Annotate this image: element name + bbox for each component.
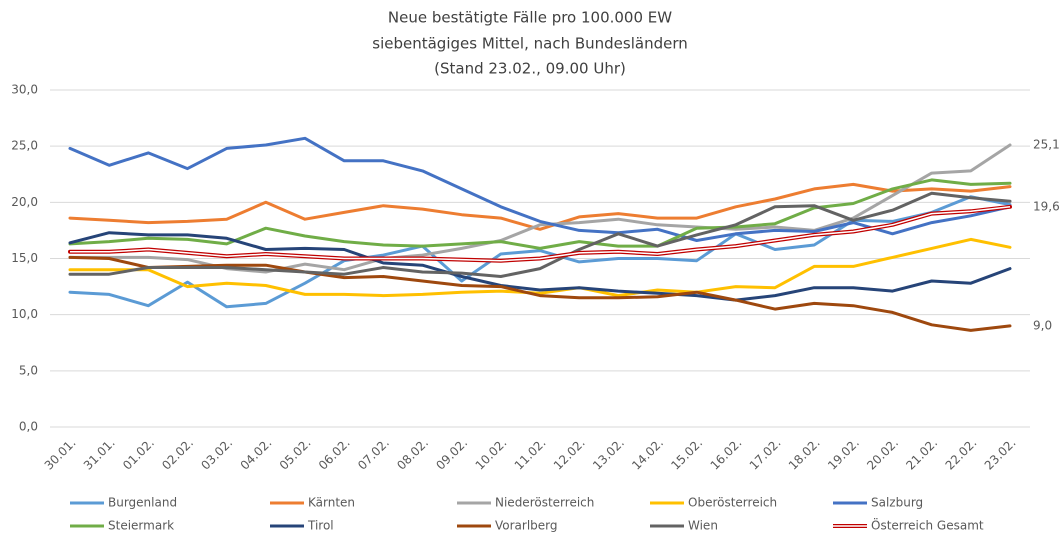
series-line [68,231,1012,302]
x-tick-label: 03.02. [198,436,235,473]
x-tick-label: 04.02. [238,436,275,473]
x-tick-label: 10.02. [473,436,510,473]
x-tick-label: 30.01. [42,436,79,473]
legend-label: Österreich Gesamt [871,517,984,533]
x-tick-label: 07.02. [355,436,392,473]
value-label: 19,6 [1033,199,1060,213]
x-tick-label: 11.02. [512,436,549,473]
series-line [68,182,1012,231]
x-tick-label: 13.02. [590,436,627,473]
x-tick-label: 18.02. [786,436,823,473]
y-tick-label: 5,0 [19,363,38,377]
x-tick-label: 09.02. [433,436,470,473]
series-line [68,178,1012,250]
x-tick-label: 12.02. [551,436,588,473]
chart-subtitle: siebentägiges Mittel, nach Bundesländern [372,35,687,53]
x-tick-label: 21.02. [903,436,940,473]
y-tick-label: 25,0 [11,139,38,153]
legend-label: Tirol [307,519,334,533]
y-tick-label: 20,0 [11,195,38,209]
x-tick-label: 22.02. [943,436,980,473]
x-tick-label: 02.02. [159,436,196,473]
y-tick-label: 30,0 [11,83,38,97]
chart-title: Neue bestätigte Fälle pro 100.000 EW [388,9,672,27]
series-line-inner [70,206,1011,262]
x-tick-label: 14.02. [629,436,666,473]
legend-label: Burgenland [108,496,177,510]
series-line [68,191,1012,278]
x-tick-label: 16.02. [708,436,745,473]
x-tick-label: 17.02. [747,436,784,473]
chart-note: (Stand 23.02., 09.00 Uhr) [434,60,626,78]
legend-label: Steiermark [108,519,174,533]
x-tick-label: 19.02. [825,436,862,473]
x-tick-label: 08.02. [394,436,431,473]
legend-label: Wien [688,519,718,533]
legend-label: Vorarlberg [495,519,558,533]
legend-label: Salzburg [871,496,923,510]
y-tick-label: 10,0 [11,307,38,321]
series-line [68,237,1012,298]
series-line [68,136,1012,242]
x-tick-label: 05.02. [277,436,314,473]
x-tick-label: 15.02. [668,436,705,473]
legend-label: Oberösterreich [688,496,777,510]
value-label: 25,1 [1033,138,1060,152]
legend-label: Kärnten [308,496,355,510]
x-tick-label: 01.02. [120,436,157,473]
x-tick-label: 06.02. [316,436,353,473]
x-tick-label: 23.02. [982,436,1019,473]
x-tick-label: 20.02. [864,436,901,473]
y-tick-label: 15,0 [11,251,38,265]
y-tick-label: 0,0 [19,420,38,434]
x-tick-label: 31.01. [81,436,118,473]
value-label: 9,0 [1033,318,1052,332]
legend-label: Niederösterreich [495,496,594,510]
series-line [68,255,1012,332]
